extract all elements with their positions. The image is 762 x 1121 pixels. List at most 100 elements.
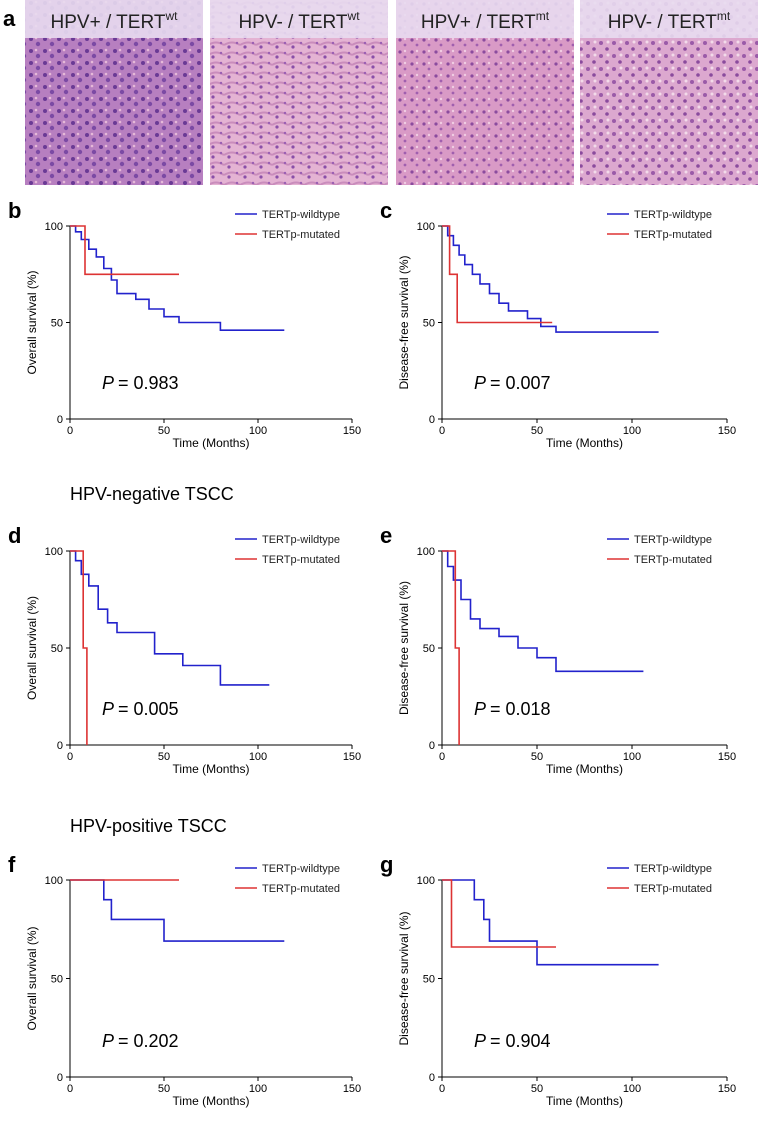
p-symbol: P xyxy=(474,373,486,393)
image-row: HPV+ / TERTwt HPV- / TERTwt HPV+ / TERTmt H… xyxy=(25,0,758,185)
legend-label: TERTp-mutated xyxy=(634,554,712,566)
survival-curve xyxy=(70,550,88,745)
x-tick-label: 0 xyxy=(439,1083,445,1095)
y-tick-label: 0 xyxy=(57,414,63,426)
x-tick-label: 50 xyxy=(158,1083,170,1095)
p-symbol: P xyxy=(474,1031,486,1051)
x-tick-label: 150 xyxy=(343,425,361,437)
survival-curve xyxy=(442,879,556,948)
survival-curve xyxy=(442,550,460,745)
survival-curve xyxy=(70,550,270,686)
legend-label: TERTp-mutated xyxy=(262,229,340,241)
image-label-sup: wt xyxy=(164,9,178,23)
p-symbol: P xyxy=(102,1031,114,1051)
image-label: HPV+ / TERTwt xyxy=(51,9,179,33)
y-axis-label: Overall survival (%) xyxy=(25,596,39,700)
survival-curve xyxy=(70,225,285,331)
y-tick-label: 50 xyxy=(423,643,435,655)
y-tick-label: 50 xyxy=(51,643,63,655)
x-tick-label: 100 xyxy=(249,1083,267,1095)
legend-label: TERTp-mutated xyxy=(262,554,340,566)
x-tick-label: 0 xyxy=(439,751,445,763)
p-value: P = 0.983 xyxy=(102,373,179,393)
y-tick-label: 50 xyxy=(51,974,63,986)
panel-letter: c xyxy=(380,198,392,223)
x-tick-label: 100 xyxy=(623,1083,641,1095)
x-axis-label: Time (Months) xyxy=(546,1094,623,1108)
p-text: = 0.904 xyxy=(490,1031,551,1051)
survival-curve xyxy=(442,550,644,673)
x-tick-label: 0 xyxy=(67,1083,73,1095)
y-axis-label: Disease-free survival (%) xyxy=(397,911,411,1045)
p-value: P = 0.904 xyxy=(474,1031,551,1051)
y-tick-label: 100 xyxy=(45,221,63,233)
image-label-text: HPV+ / TERT xyxy=(51,12,166,33)
x-axis-label: Time (Months) xyxy=(173,436,250,450)
y-tick-label: 100 xyxy=(417,546,435,558)
p-value: P = 0.005 xyxy=(102,699,179,719)
survival-curve xyxy=(442,225,659,333)
legend-label: TERTp-wildtype xyxy=(262,209,340,221)
legend-label: TERTp-wildtype xyxy=(262,534,340,546)
image-label-text: HPV+ / TERT xyxy=(421,12,536,33)
p-symbol: P xyxy=(102,373,114,393)
image-label-sup: mt xyxy=(717,9,731,23)
x-tick-label: 100 xyxy=(249,751,267,763)
y-tick-label: 100 xyxy=(45,546,63,558)
section-heading: HPV-positive TSCC xyxy=(70,816,227,836)
panel-letter: f xyxy=(8,852,16,877)
p-symbol: P xyxy=(474,699,486,719)
y-axis-label: Overall survival (%) xyxy=(25,270,39,374)
legend-label: TERTp-wildtype xyxy=(262,863,340,875)
y-tick-label: 50 xyxy=(51,318,63,330)
x-axis-label: Time (Months) xyxy=(546,436,623,450)
p-symbol: P xyxy=(102,699,114,719)
y-tick-label: 50 xyxy=(423,974,435,986)
image-label-sup: wt xyxy=(347,9,361,23)
p-value: P = 0.202 xyxy=(102,1031,179,1051)
survival-curve xyxy=(70,225,179,276)
survival-curve xyxy=(70,879,285,942)
y-tick-label: 100 xyxy=(417,221,435,233)
section-heading: HPV-negative TSCC xyxy=(70,484,234,504)
y-tick-label: 0 xyxy=(57,1072,63,1084)
legend-label: TERTp-mutated xyxy=(262,883,340,895)
x-tick-label: 0 xyxy=(439,425,445,437)
p-text: = 0.018 xyxy=(490,699,551,719)
x-axis-label: Time (Months) xyxy=(173,1094,250,1108)
x-tick-label: 100 xyxy=(623,751,641,763)
y-tick-label: 50 xyxy=(423,318,435,330)
legend-label: TERTp-wildtype xyxy=(634,209,712,221)
x-tick-label: 100 xyxy=(623,425,641,437)
panel-letter: b xyxy=(8,198,21,223)
p-text: = 0.202 xyxy=(118,1031,179,1051)
label-band xyxy=(25,0,203,38)
x-tick-label: 50 xyxy=(531,425,543,437)
legend-label: TERTp-wildtype xyxy=(634,534,712,546)
y-axis-label: Overall survival (%) xyxy=(25,926,39,1030)
y-axis-label: Disease-free survival (%) xyxy=(397,255,411,389)
p-text: = 0.007 xyxy=(490,373,551,393)
x-tick-label: 100 xyxy=(249,425,267,437)
legend-label: TERTp-mutated xyxy=(634,229,712,241)
y-tick-label: 100 xyxy=(45,875,63,887)
charts: b 0 50 100 0 50 100 150 Time (Months) Overall sur… xyxy=(8,198,736,1108)
survival-curve xyxy=(442,225,553,324)
y-axis-label: Disease-free survival (%) xyxy=(397,581,411,715)
image-label: HPV- / TERTmt xyxy=(608,9,731,33)
x-axis-label: Time (Months) xyxy=(173,762,250,776)
label-band xyxy=(580,0,758,38)
p-text: = 0.005 xyxy=(118,699,179,719)
legend-label: TERTp-wildtype xyxy=(634,863,712,875)
panel-letter: e xyxy=(380,523,392,548)
x-tick-label: 50 xyxy=(531,751,543,763)
y-tick-label: 0 xyxy=(429,414,435,426)
x-tick-label: 0 xyxy=(67,425,73,437)
image-label-text: HPV- / TERT xyxy=(238,12,347,33)
image-label: HPV+ / TERTmt xyxy=(421,9,550,33)
y-tick-label: 100 xyxy=(417,875,435,887)
panel-letter: d xyxy=(8,523,21,548)
panel-letter: a xyxy=(3,6,16,31)
x-axis-label: Time (Months) xyxy=(546,762,623,776)
